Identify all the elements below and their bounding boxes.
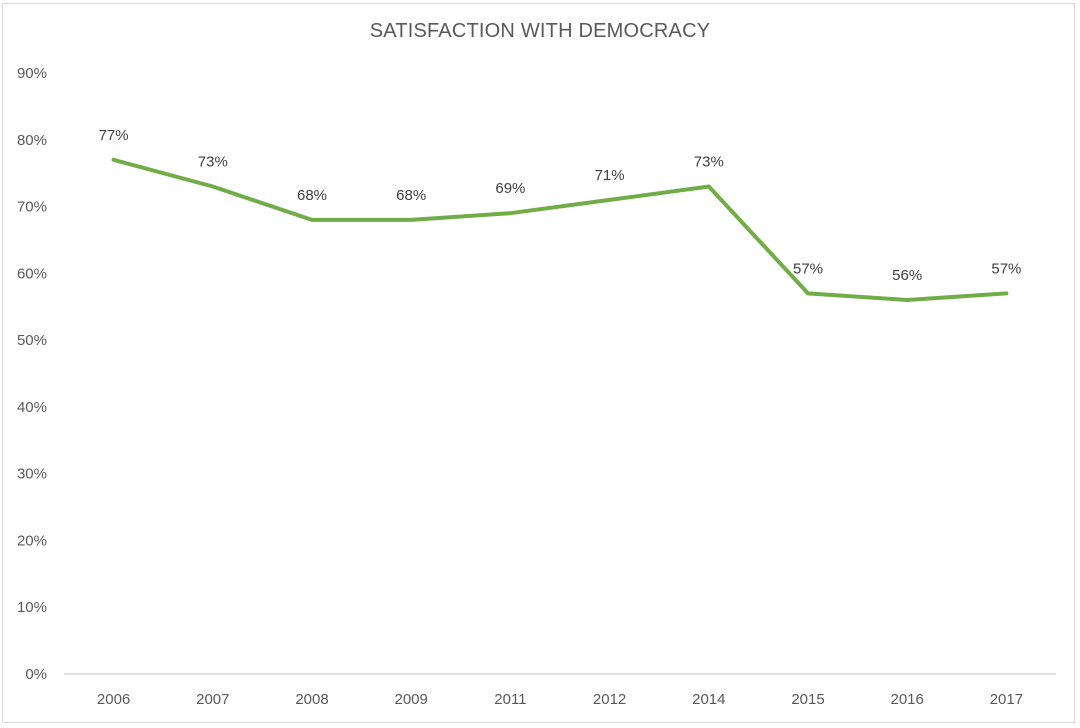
- y-tick-label: 40%: [17, 399, 47, 416]
- x-tick-label: 2011: [494, 691, 526, 708]
- chart-frame: [2, 3, 1075, 723]
- x-tick-label: 2006: [97, 691, 130, 708]
- series-line: [111, 157, 1009, 302]
- data-label: 57%: [991, 260, 1021, 277]
- data-label: 69%: [495, 180, 525, 197]
- data-label: 71%: [595, 167, 625, 184]
- series-group: [111, 157, 1009, 302]
- x-tick-label: 2009: [395, 691, 428, 708]
- data-label: 56%: [892, 267, 922, 284]
- y-tick-label: 50%: [17, 332, 47, 349]
- x-axis: 2006 2007 2008 2009 2011 2012 2014 2015 2016 2017: [97, 691, 1023, 708]
- data-label: 68%: [396, 187, 426, 204]
- y-tick-label: 30%: [17, 466, 47, 483]
- chart-title: SATISFACTION WITH DEMOCRACY: [369, 20, 711, 42]
- data-labels: 77% 73% 68% 68% 69% 71% 73% 57% 56% 57%: [99, 127, 1022, 284]
- x-tick-label: 2007: [196, 691, 229, 708]
- y-tick-label: 80%: [17, 132, 47, 149]
- data-label: 73%: [694, 154, 724, 171]
- data-label: 77%: [99, 127, 129, 144]
- x-tick-label: 2008: [295, 691, 328, 708]
- data-label: 73%: [198, 154, 228, 171]
- y-axis: 0% 10% 20% 30% 40% 50% 60% 70% 80% 90%: [17, 65, 47, 683]
- y-tick-label: 20%: [17, 532, 47, 549]
- data-label: 57%: [793, 260, 823, 277]
- data-label: 68%: [297, 187, 327, 204]
- x-tick-label: 2012: [593, 691, 626, 708]
- y-tick-label: 10%: [17, 599, 47, 616]
- x-tick-label: 2016: [891, 691, 924, 708]
- x-tick-label: 2015: [791, 691, 824, 708]
- y-tick-label: 60%: [17, 265, 47, 282]
- y-tick-label: 70%: [17, 199, 47, 216]
- x-tick-label: 2014: [692, 691, 725, 708]
- y-tick-label: 90%: [17, 65, 47, 82]
- y-tick-label: 0%: [25, 666, 47, 683]
- x-tick-label: 2017: [990, 691, 1023, 708]
